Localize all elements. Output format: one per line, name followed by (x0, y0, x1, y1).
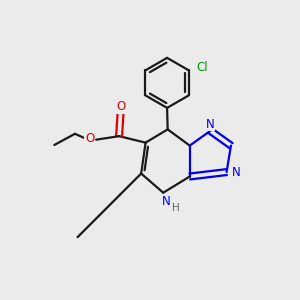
Text: H: H (172, 203, 179, 213)
Text: O: O (116, 100, 125, 113)
Text: O: O (85, 132, 94, 145)
Text: Cl: Cl (196, 61, 208, 74)
Text: N: N (206, 118, 214, 131)
Text: N: N (162, 195, 171, 208)
Text: N: N (232, 166, 240, 179)
